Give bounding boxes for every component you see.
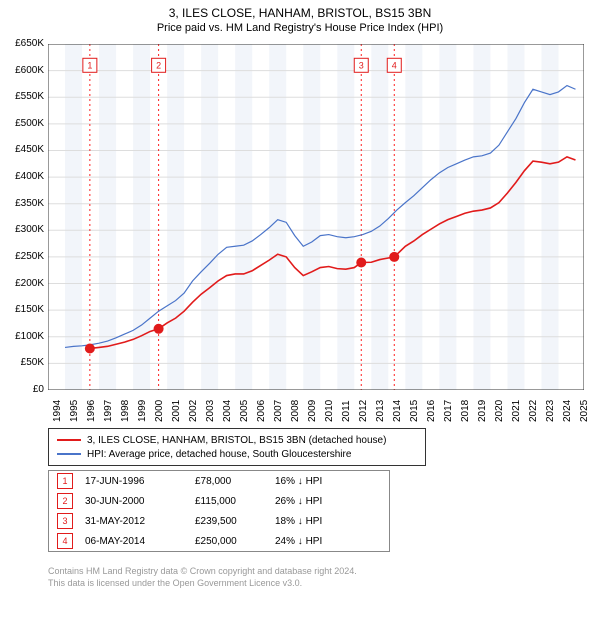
y-tick-label: £50K [4, 357, 44, 368]
x-tick-label: 2012 [358, 400, 369, 422]
y-tick-label: £550K [4, 91, 44, 102]
x-tick-label: 2015 [409, 400, 420, 422]
sale-date: 30-JUN-2000 [85, 496, 195, 507]
x-tick-label: 1996 [86, 400, 97, 422]
chart-svg: 1 2 3 4 [48, 44, 584, 390]
y-tick-label: £350K [4, 198, 44, 209]
x-tick-label: 2017 [443, 400, 454, 422]
sale-number-badge: 4 [57, 533, 73, 549]
svg-text:1: 1 [87, 60, 92, 70]
x-tick-label: 2018 [460, 400, 471, 422]
x-tick-label: 2010 [324, 400, 335, 422]
sales-table: 1 17-JUN-1996£78,00016% ↓ HPI 2 30-JUN-2000… [48, 470, 390, 552]
legend-item-hpi: HPI: Average price, detached house, Sout… [57, 447, 417, 461]
y-tick-label: £250K [4, 251, 44, 262]
legend-label-price: 3, ILES CLOSE, HANHAM, BRISTOL, BS15 3BN… [87, 435, 386, 446]
sale-date: 06-MAY-2014 [85, 536, 195, 547]
y-tick-label: £150K [4, 304, 44, 315]
y-tick-label: £0 [4, 384, 44, 395]
sale-date: 17-JUN-1996 [85, 476, 195, 487]
footer-line1: Contains HM Land Registry data © Crown c… [48, 566, 357, 578]
sale-number-badge: 1 [57, 473, 73, 489]
x-tick-label: 2021 [511, 400, 522, 422]
x-tick-label: 2019 [477, 400, 488, 422]
chart-title-line1: 3, ILES CLOSE, HANHAM, BRISTOL, BS15 3BN [0, 6, 600, 20]
x-tick-label: 1994 [52, 400, 63, 422]
legend-swatch-hpi [57, 453, 81, 455]
sale-price: £115,000 [195, 496, 275, 507]
sales-table-row: 3 31-MAY-2012£239,50018% ↓ HPI [49, 511, 389, 531]
legend-item-price: 3, ILES CLOSE, HANHAM, BRISTOL, BS15 3BN… [57, 433, 417, 447]
svg-text:4: 4 [392, 60, 397, 70]
price-chart: 1 2 3 4 [48, 44, 584, 390]
sales-table-row: 2 30-JUN-2000£115,00026% ↓ HPI [49, 491, 389, 511]
y-tick-label: £650K [4, 38, 44, 49]
x-tick-label: 2006 [256, 400, 267, 422]
y-tick-label: £100K [4, 331, 44, 342]
x-tick-label: 2014 [392, 400, 403, 422]
x-tick-label: 2002 [188, 400, 199, 422]
sale-delta: 18% ↓ HPI [275, 516, 355, 527]
x-tick-label: 2013 [375, 400, 386, 422]
x-tick-label: 1998 [120, 400, 131, 422]
sale-number-badge: 2 [57, 493, 73, 509]
sale-delta: 16% ↓ HPI [275, 476, 355, 487]
x-tick-label: 2008 [290, 400, 301, 422]
svg-text:2: 2 [156, 60, 161, 70]
chart-title-line2: Price paid vs. HM Land Registry's House … [0, 22, 600, 34]
sale-date: 31-MAY-2012 [85, 516, 195, 527]
sale-delta: 24% ↓ HPI [275, 536, 355, 547]
y-tick-label: £500K [4, 118, 44, 129]
y-tick-label: £300K [4, 224, 44, 235]
x-tick-label: 2009 [307, 400, 318, 422]
legend-swatch-price [57, 439, 81, 441]
x-tick-label: 2001 [171, 400, 182, 422]
legend-label-hpi: HPI: Average price, detached house, Sout… [87, 449, 351, 460]
sales-table-row: 4 06-MAY-2014£250,00024% ↓ HPI [49, 531, 389, 551]
x-tick-label: 2025 [579, 400, 590, 422]
x-tick-label: 2020 [494, 400, 505, 422]
x-tick-label: 2005 [239, 400, 250, 422]
x-tick-label: 2000 [154, 400, 165, 422]
svg-text:3: 3 [359, 60, 364, 70]
x-tick-label: 2004 [222, 400, 233, 422]
x-tick-label: 2023 [545, 400, 556, 422]
sale-delta: 26% ↓ HPI [275, 496, 355, 507]
y-tick-label: £200K [4, 278, 44, 289]
x-tick-label: 2007 [273, 400, 284, 422]
x-tick-label: 2011 [341, 400, 352, 422]
x-tick-label: 2016 [426, 400, 437, 422]
footer-line2: This data is licensed under the Open Gov… [48, 578, 357, 590]
x-tick-label: 2003 [205, 400, 216, 422]
sale-number-badge: 3 [57, 513, 73, 529]
sale-price: £78,000 [195, 476, 275, 487]
sale-price: £250,000 [195, 536, 275, 547]
x-tick-label: 1995 [69, 400, 80, 422]
x-tick-label: 1997 [103, 400, 114, 422]
y-tick-label: £600K [4, 65, 44, 76]
y-tick-label: £450K [4, 144, 44, 155]
x-tick-label: 1999 [137, 400, 148, 422]
attribution-footer: Contains HM Land Registry data © Crown c… [48, 566, 357, 589]
sales-table-row: 1 17-JUN-1996£78,00016% ↓ HPI [49, 471, 389, 491]
chart-legend: 3, ILES CLOSE, HANHAM, BRISTOL, BS15 3BN… [48, 428, 426, 466]
x-tick-label: 2024 [562, 400, 573, 422]
y-tick-label: £400K [4, 171, 44, 182]
x-tick-label: 2022 [528, 400, 539, 422]
sale-price: £239,500 [195, 516, 275, 527]
